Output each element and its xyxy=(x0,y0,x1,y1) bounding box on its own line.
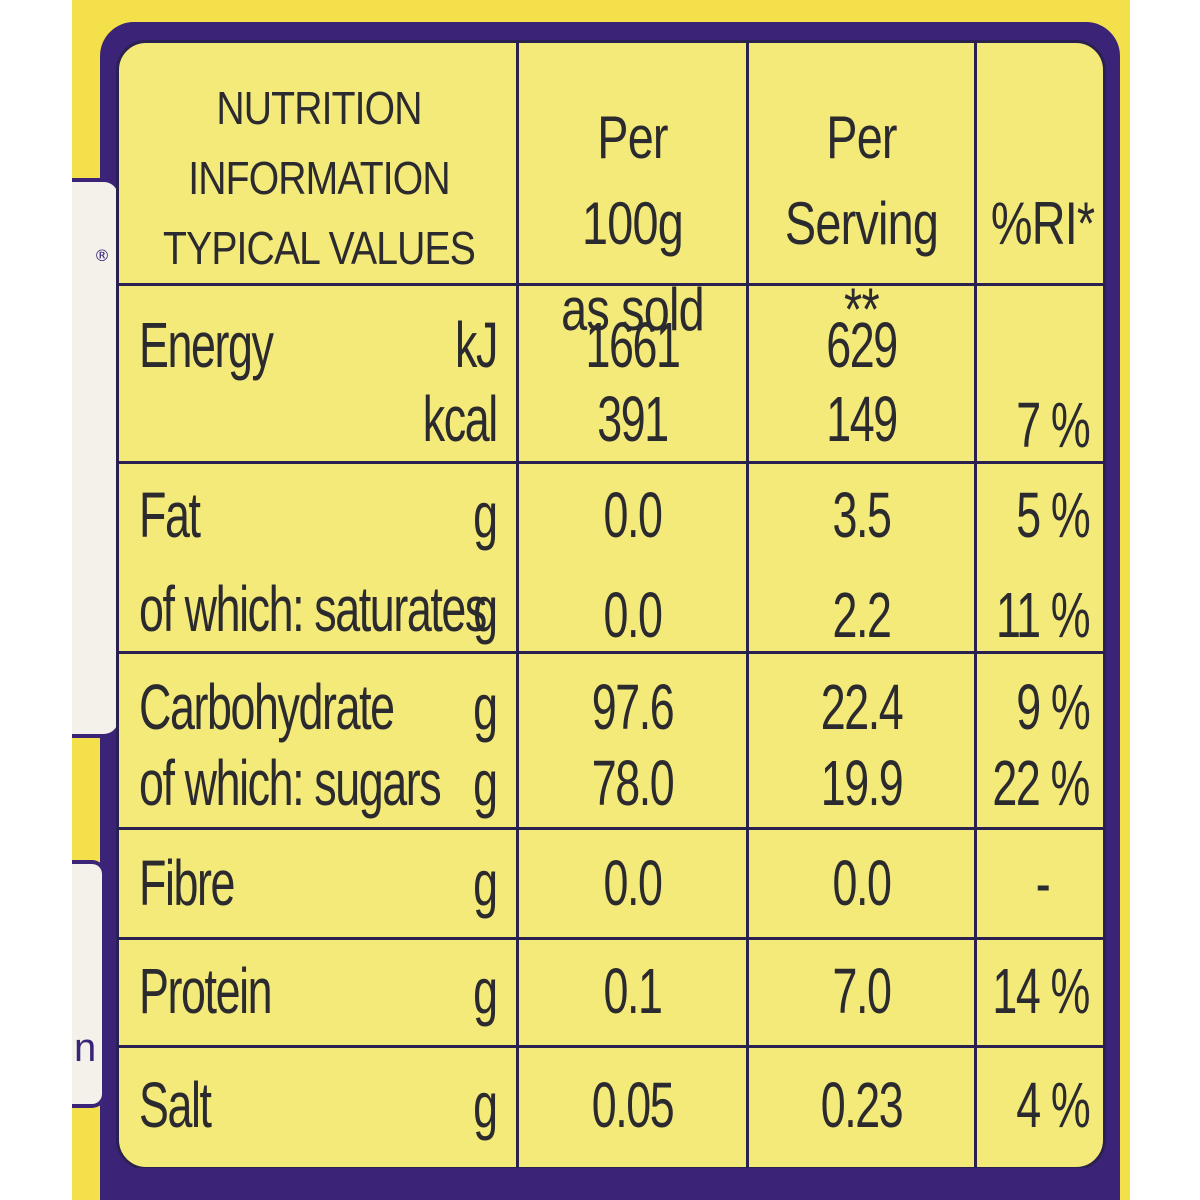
divider-header xyxy=(119,283,1103,286)
row-ri-protein: 14 % xyxy=(992,955,1090,1027)
row-label-protein: Protein xyxy=(139,955,273,1027)
row-per100-salt: 0.05 xyxy=(591,1069,675,1141)
row-ri-fibre: - xyxy=(1035,847,1050,919)
row-per100-energy-kj: 1661 xyxy=(585,309,680,381)
row-unit-sugars: g xyxy=(473,747,498,819)
header-per-serving: Per Serving ** xyxy=(774,95,950,353)
nutrition-table: NUTRITION INFORMATION TYPICAL VALUES Per… xyxy=(116,40,1106,1170)
row-label-sugars: of which: sugars xyxy=(139,747,442,819)
row-serving-saturates: 2.2 xyxy=(832,579,891,651)
row-unit-carbohydrate: g xyxy=(473,671,498,743)
header-per-100g: Per 100g as sold xyxy=(544,95,721,353)
header-per-100g-line-1: Per 100g xyxy=(581,104,684,257)
row-unit-fat: g xyxy=(473,479,498,551)
row-ri-sugars: 22 % xyxy=(992,747,1090,819)
row-unit-salt: g xyxy=(473,1069,498,1141)
header-ri: %RI* xyxy=(990,190,1095,257)
row-label-fat: Fat xyxy=(139,479,201,551)
row-per100-fat: 0.0 xyxy=(603,479,662,551)
row-ri-fat: 5 % xyxy=(1016,479,1090,551)
row-ri-saturates: 11 % xyxy=(995,579,1091,651)
row-serving-energy-kj: 629 xyxy=(826,309,898,381)
divider-carbohydrate xyxy=(119,827,1103,830)
row-per100-fibre: 0.0 xyxy=(603,847,662,919)
row-ri-salt: 4 % xyxy=(1016,1069,1090,1141)
bottom-purple-strip xyxy=(100,1168,1120,1200)
row-unit-saturates: g xyxy=(473,573,498,645)
row-per100-sugars: 78.0 xyxy=(591,747,675,819)
row-serving-protein: 7.0 xyxy=(832,955,891,1027)
row-ri-energy: 7 % xyxy=(1016,389,1090,461)
row-label-energy: Energy xyxy=(139,309,274,381)
row-label-salt: Salt xyxy=(139,1069,212,1141)
row-unit-fibre: g xyxy=(473,847,498,919)
divider-col-3 xyxy=(974,43,977,1167)
header-line-1: NUTRITION xyxy=(216,82,422,134)
row-per100-carbohydrate: 97.6 xyxy=(591,671,675,743)
registered-mark: ® xyxy=(94,246,110,265)
divider-col-2 xyxy=(746,43,749,1167)
row-serving-carbohydrate: 22.4 xyxy=(820,671,904,743)
divider-fat xyxy=(119,651,1103,654)
divider-col-1 xyxy=(516,43,519,1167)
header-line-2: INFORMATION xyxy=(188,152,450,204)
header-per-100g-line-2: as sold xyxy=(561,276,705,343)
row-serving-fat: 3.5 xyxy=(832,479,891,551)
row-per100-saturates: 0.0 xyxy=(603,579,662,651)
header-per-serving-line-1: Per xyxy=(826,104,897,171)
row-unit-energy-kcal: kcal xyxy=(422,383,498,455)
row-serving-fibre: 0.0 xyxy=(832,847,891,919)
divider-energy xyxy=(119,461,1103,464)
row-serving-energy-kcal: 149 xyxy=(826,383,898,455)
row-unit-energy-kj: kJ xyxy=(455,309,498,381)
row-unit-protein: g xyxy=(473,955,498,1027)
side-panel-lower xyxy=(72,860,106,1108)
divider-protein xyxy=(119,1045,1103,1048)
header-per-serving-line-2: Serving ** xyxy=(784,190,939,343)
row-serving-sugars: 19.9 xyxy=(820,747,904,819)
edge-letter: n xyxy=(74,1026,97,1070)
row-label-saturates: of which: saturates xyxy=(139,573,487,645)
row-label-fibre: Fibre xyxy=(139,847,235,919)
divider-fibre xyxy=(119,937,1103,940)
header-line-3: TYPICAL VALUES xyxy=(163,222,476,274)
header-label: NUTRITION INFORMATION TYPICAL VALUES xyxy=(149,73,489,283)
row-label-carbohydrate: Carbohydrate xyxy=(139,671,395,743)
row-serving-salt: 0.23 xyxy=(820,1069,904,1141)
row-ri-carbohydrate: 9 % xyxy=(1016,671,1090,743)
row-per100-energy-kcal: 391 xyxy=(597,383,669,455)
row-per100-protein: 0.1 xyxy=(603,955,662,1027)
